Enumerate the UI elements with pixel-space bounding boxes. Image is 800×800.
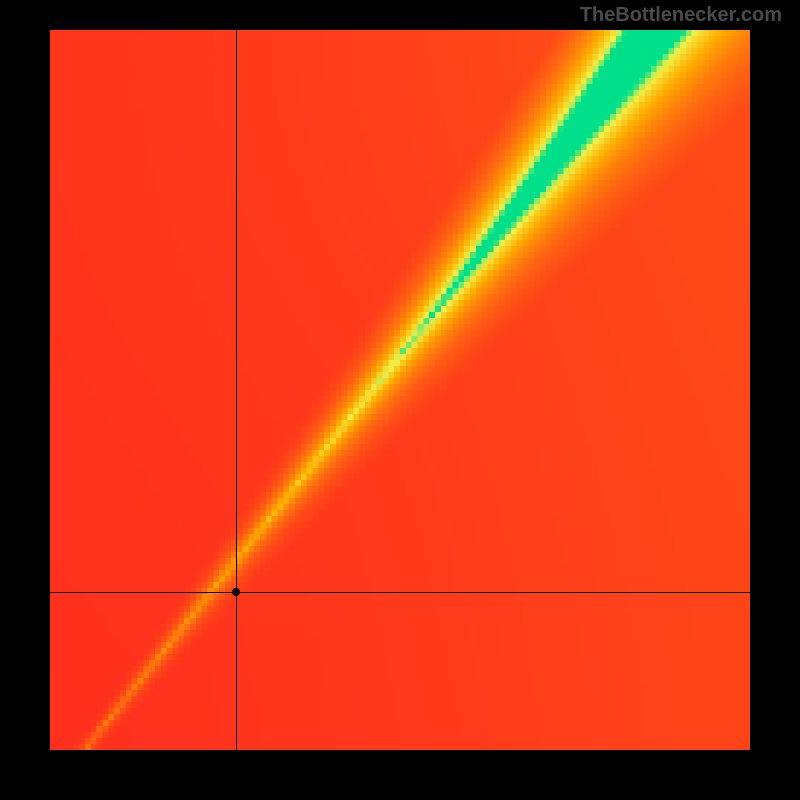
crosshair-horizontal [50,592,750,593]
chart-container: TheBottlenecker.com [0,0,800,800]
bottleneck-heatmap [50,30,750,750]
watermark-text: TheBottlenecker.com [580,4,782,27]
crosshair-dot [232,588,240,596]
crosshair-vertical [236,30,237,750]
